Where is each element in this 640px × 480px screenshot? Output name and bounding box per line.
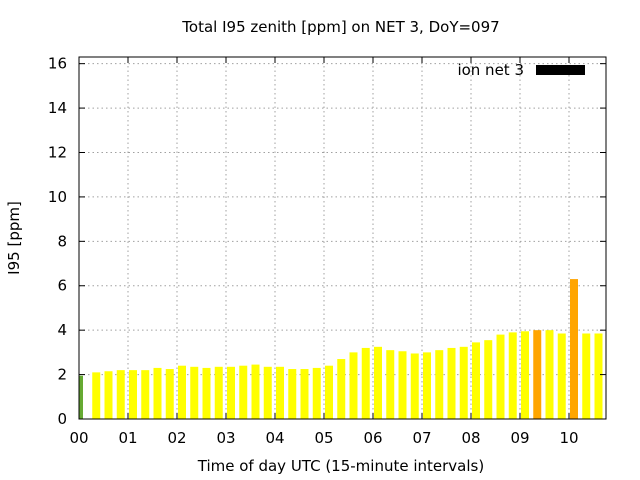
x-tick-label: 09 <box>510 429 529 447</box>
bar <box>570 279 578 419</box>
legend-label: ion net 3 <box>457 61 524 79</box>
bar <box>533 330 542 419</box>
x-tick-label: 07 <box>412 429 431 447</box>
bar <box>165 369 174 419</box>
x-tick-label: 02 <box>167 429 186 447</box>
bar <box>557 333 566 419</box>
bar <box>508 332 517 419</box>
bar <box>141 370 150 419</box>
chart-title: Total I95 zenith [ppm] on NET 3, DoY=097 <box>181 18 499 36</box>
bar <box>398 351 407 419</box>
bar <box>92 372 101 419</box>
bar <box>153 367 162 419</box>
x-tick-label: 06 <box>363 429 382 447</box>
x-tick-label: 01 <box>118 429 137 447</box>
bar <box>129 370 137 419</box>
bar <box>337 359 346 419</box>
bar <box>227 366 235 419</box>
x-tick-label: 03 <box>216 429 235 447</box>
bar <box>496 334 505 419</box>
bars <box>79 279 603 419</box>
bar <box>276 366 284 419</box>
bar <box>459 346 468 419</box>
bar <box>374 346 382 419</box>
bar <box>447 347 456 419</box>
plot-border <box>78 56 607 420</box>
bar <box>423 352 431 419</box>
bar <box>484 340 493 419</box>
bar <box>349 352 358 419</box>
bar <box>361 347 370 419</box>
bar <box>582 333 591 419</box>
bar <box>239 365 248 419</box>
bar <box>325 365 333 419</box>
x-tick-label: 04 <box>265 429 284 447</box>
x-tick-label: 00 <box>69 429 88 447</box>
bar <box>545 330 554 419</box>
bar <box>263 366 272 419</box>
y-tick-label: 10 <box>48 188 67 206</box>
bar <box>178 365 186 419</box>
bar <box>214 366 223 419</box>
y-tick-label: 8 <box>57 232 67 250</box>
y-tick-label: 6 <box>57 277 67 295</box>
legend: ion net 3 <box>457 61 585 79</box>
x-tick-label: 10 <box>559 429 578 447</box>
bar <box>79 375 83 419</box>
x-tick-label: 05 <box>314 429 333 447</box>
bar <box>472 342 480 419</box>
x-axis: 00 01 02 03 04 05 06 07 08 09 10 <box>69 57 579 447</box>
bar <box>312 367 321 419</box>
x-tick-label: 08 <box>461 429 480 447</box>
bar <box>288 369 297 419</box>
y-tick-label: 16 <box>48 55 67 73</box>
bar <box>435 350 444 419</box>
bar <box>104 371 113 419</box>
bar <box>190 366 199 419</box>
bar <box>386 350 395 419</box>
x-axis-label: Time of day UTC (15-minute intervals) <box>197 457 484 475</box>
y-tick-label: 2 <box>57 366 67 384</box>
bar <box>202 367 211 419</box>
bar <box>521 331 529 419</box>
bar <box>594 333 603 419</box>
bar <box>300 369 309 419</box>
bar <box>410 353 419 419</box>
y-axis: 0 2 4 6 8 10 12 14 16 <box>48 55 606 428</box>
grid <box>79 57 606 419</box>
y-tick-label: 4 <box>57 321 67 339</box>
y-tick-label: 0 <box>57 410 67 428</box>
legend-swatch <box>536 65 585 75</box>
y-tick-label: 14 <box>48 99 67 117</box>
y-axis-label: I95 [ppm] <box>5 201 23 275</box>
bar <box>251 364 260 419</box>
y-tick-label: 12 <box>48 143 67 161</box>
bar <box>116 370 125 419</box>
